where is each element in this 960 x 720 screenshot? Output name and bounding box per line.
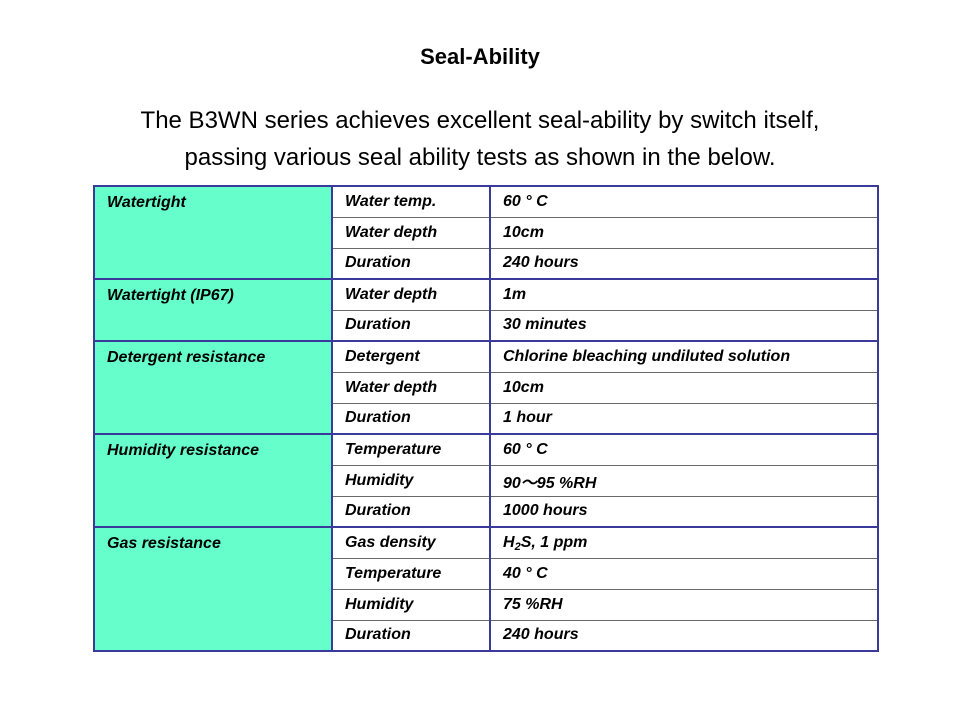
value-cell: 1 hour bbox=[489, 402, 878, 434]
value-cell: 40 ° C bbox=[489, 557, 878, 589]
category-cell: Watertight bbox=[93, 185, 332, 279]
category-cell: Detergent resistance bbox=[93, 340, 332, 434]
intro-text: The B3WN series achieves excellent seal-… bbox=[0, 102, 960, 176]
param-cell: Duration bbox=[331, 247, 490, 279]
value-cell: 30 minutes bbox=[489, 309, 878, 341]
param-cell: Water depth bbox=[331, 216, 490, 248]
table-row: Gas resistance Gas density H2S, 1 ppm bbox=[93, 526, 878, 651]
param-cell: Duration bbox=[331, 619, 490, 651]
param-cell: Humidity bbox=[331, 588, 490, 620]
table-row: Duration 1000 hours bbox=[94, 495, 878, 527]
table-row: Duration 30 minutes bbox=[94, 309, 878, 341]
param-cell: Gas density bbox=[331, 526, 490, 558]
param-cell: Temperature bbox=[331, 433, 490, 465]
param-cell: Duration bbox=[331, 495, 490, 527]
table-row: Watertight (IP67) Water depth 1m bbox=[93, 278, 878, 341]
value-cell: 240 hours bbox=[489, 247, 878, 279]
category-cell: Gas resistance bbox=[93, 526, 332, 651]
intro-line-1: The B3WN series achieves excellent seal-… bbox=[140, 107, 820, 134]
category-cell: Watertight (IP67) bbox=[93, 278, 332, 341]
value-cell: Chlorine bleaching undiluted solution bbox=[489, 340, 878, 372]
value-suffix: S, 1 ppm bbox=[520, 533, 588, 551]
value-cell: 75 %RH bbox=[489, 588, 878, 620]
param-cell: Duration bbox=[331, 402, 490, 434]
value-cell: 10cm bbox=[489, 216, 878, 248]
param-cell: Water depth bbox=[331, 278, 490, 310]
param-cell: Detergent bbox=[331, 340, 490, 372]
table-row: Humidity 75 %RH bbox=[94, 588, 878, 620]
table-row: Detergent resistance Detergent Chlorine … bbox=[93, 340, 878, 434]
table-row: Temperature 40 ° C bbox=[94, 557, 878, 589]
value-cell: 60 ° C bbox=[489, 185, 878, 217]
param-cell: Humidity bbox=[331, 464, 490, 496]
page-title: Seal-Ability bbox=[420, 44, 540, 69]
param-cell: Duration bbox=[331, 309, 490, 341]
table-row: Watertight Water temp. 60 ° C bbox=[93, 185, 878, 279]
param-cell: Temperature bbox=[331, 557, 490, 589]
param-cell: Water depth bbox=[331, 371, 490, 403]
table-row: Water depth 10cm bbox=[94, 216, 878, 248]
param-cell: Water temp. bbox=[331, 185, 490, 217]
table-row: Duration 240 hours bbox=[94, 619, 878, 651]
seal-ability-table: Watertight Water temp. 60 ° C Water dept… bbox=[93, 185, 879, 652]
table-row: Humidity 90～95 %RH bbox=[94, 464, 878, 496]
table-row: Duration 1 hour bbox=[94, 402, 878, 434]
category-cell: Humidity resistance bbox=[93, 433, 332, 527]
value-cell: 1m bbox=[489, 278, 878, 310]
value-cell: 10cm bbox=[489, 371, 878, 403]
table-row: Humidity resistance Temperature 60 ° C bbox=[93, 433, 878, 527]
value-cell: 90～95 %RH bbox=[489, 464, 878, 496]
value-prefix: H bbox=[503, 533, 515, 551]
value-subscript: 2 bbox=[514, 540, 521, 553]
value-cell: 240 hours bbox=[489, 619, 878, 651]
value-cell: H2S, 1 ppm bbox=[489, 526, 878, 558]
table-row: Duration 240 hours bbox=[94, 247, 878, 279]
table-row: Water depth 10cm bbox=[94, 371, 878, 403]
value-cell: 60 ° C bbox=[489, 433, 878, 465]
value-cell: 1000 hours bbox=[489, 495, 878, 527]
intro-line-2: passing various seal ability tests as sh… bbox=[184, 144, 776, 171]
